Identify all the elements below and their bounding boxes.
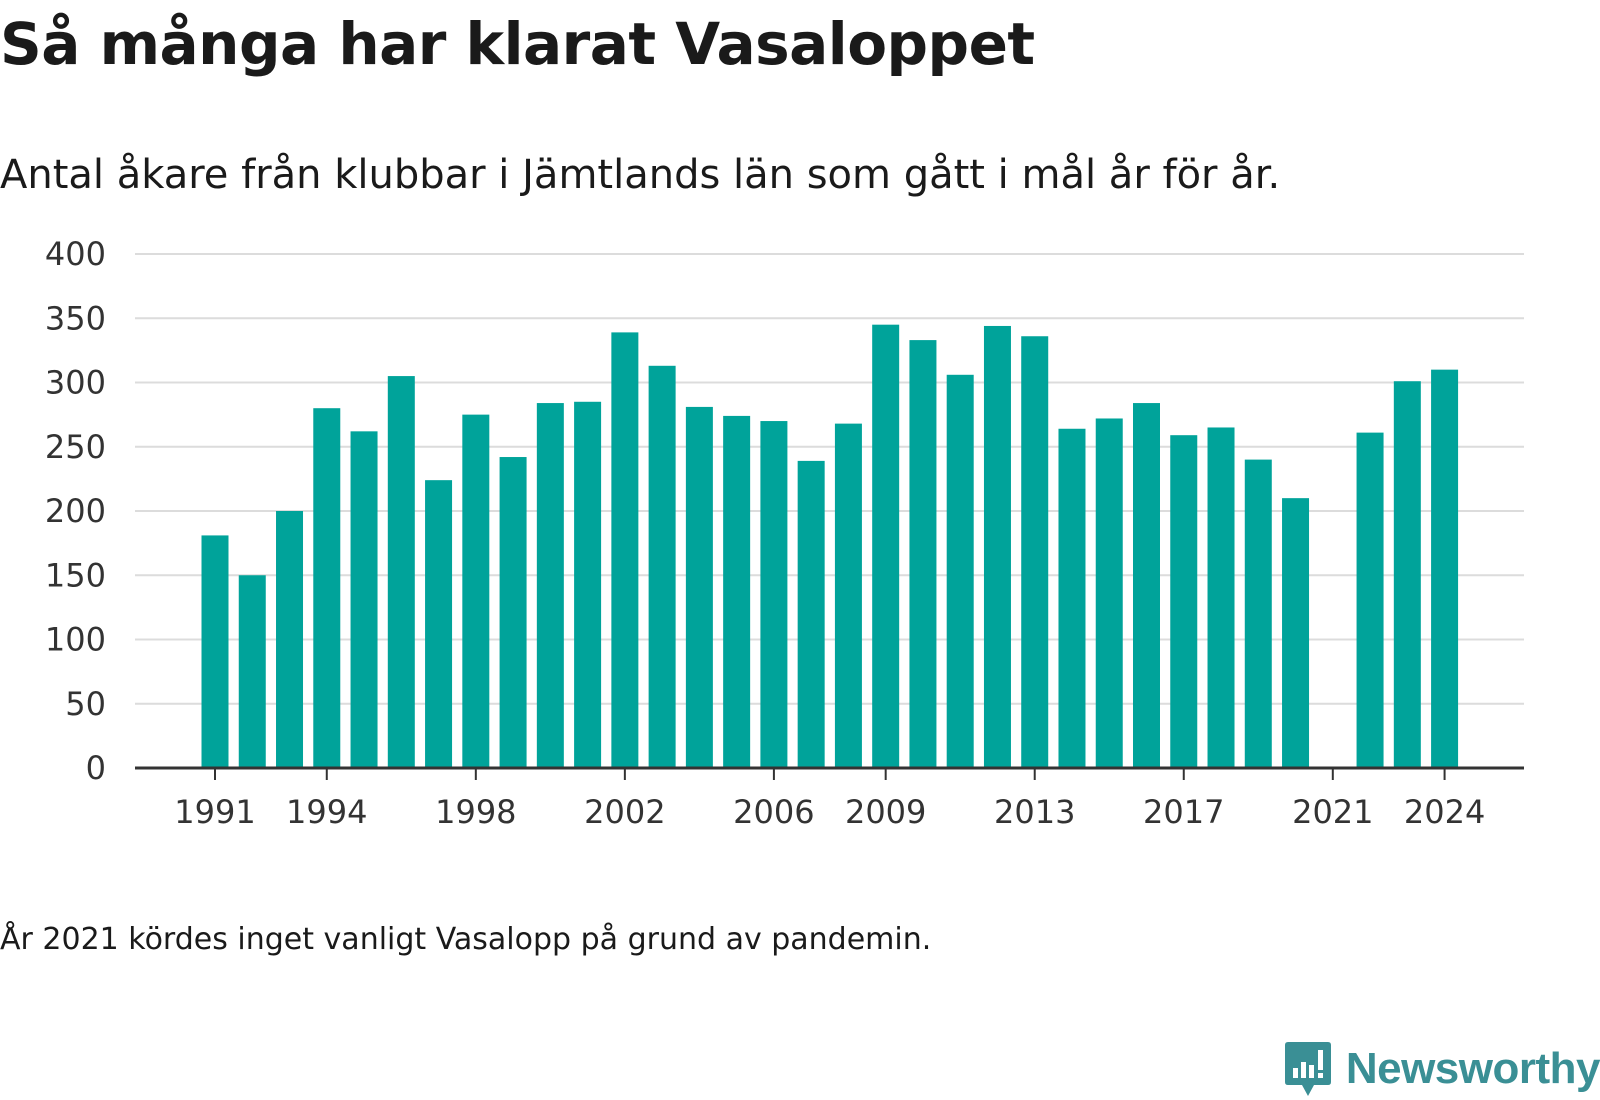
y-tick-label: 50 — [65, 685, 106, 723]
chart-subtitle: Antal åkare från klubbar i Jämtlands län… — [0, 152, 1281, 198]
bar-2018 — [1207, 427, 1235, 768]
bar-2000 — [536, 403, 564, 768]
x-tick-label: 2009 — [845, 793, 926, 831]
bar-2010 — [909, 340, 937, 768]
newsworthy-logo-icon — [1284, 1042, 1331, 1096]
y-tick-label: 0 — [86, 749, 106, 787]
x-tick-label: 2017 — [1143, 793, 1224, 831]
bar-2019 — [1244, 459, 1272, 768]
bar-2022 — [1356, 432, 1384, 768]
bar-2023 — [1393, 381, 1421, 768]
gridlines — [135, 253, 1524, 705]
bars — [201, 324, 1459, 768]
bar-1992 — [238, 575, 266, 768]
bar-2013 — [1021, 336, 1049, 768]
y-tick-label: 150 — [45, 556, 106, 594]
bar-chart: 0 50 100 150 200 250 300 350 400 1991 1994 1998 200… — [45, 235, 1524, 831]
newsworthy-logo: Newsworthy — [1284, 1040, 1600, 1098]
bar-2009 — [872, 324, 900, 768]
bar-2003 — [648, 365, 676, 768]
bar-2008 — [834, 423, 862, 768]
x-tick-label: 2006 — [733, 793, 814, 831]
bar-2017 — [1170, 435, 1198, 768]
bar-2015 — [1095, 418, 1123, 768]
bar-2006 — [760, 421, 788, 768]
x-tick-label: 2024 — [1404, 793, 1485, 831]
y-tick-label: 200 — [45, 492, 106, 530]
bar-2014 — [1058, 428, 1086, 768]
x-tick-label: 1991 — [174, 793, 255, 831]
bar-2001 — [574, 401, 602, 768]
x-tick-label: 2013 — [994, 793, 1075, 831]
x-axis: 1991 1994 1998 2002 2006 2009 2013 2017 2021 2024 — [135, 766, 1524, 831]
bar-2004 — [685, 406, 713, 768]
x-tick-label: 2002 — [584, 793, 665, 831]
bar-1999 — [499, 457, 527, 768]
bar-1998 — [462, 414, 490, 768]
y-tick-label: 350 — [45, 299, 106, 337]
x-tick-label: 2021 — [1292, 793, 1373, 831]
x-tick-label: 1998 — [435, 793, 516, 831]
bar-2011 — [946, 374, 974, 768]
y-tick-label: 300 — [45, 364, 106, 402]
y-axis-labels: 0 50 100 150 200 250 300 350 400 — [45, 235, 106, 787]
bar-2016 — [1133, 403, 1160, 768]
y-tick-label: 400 — [45, 235, 106, 273]
bar-1997 — [425, 480, 453, 768]
bar-2002 — [611, 332, 639, 768]
bar-2007 — [797, 460, 825, 768]
bar-2020 — [1282, 498, 1310, 768]
brand-name: Newsworthy — [1345, 1044, 1600, 1093]
footnote: År 2021 kördes inget vanligt Vasalopp på… — [0, 922, 932, 957]
bar-1993 — [276, 511, 304, 768]
bar-2005 — [723, 415, 751, 768]
chart-title: Så många har klarat Vasaloppet — [0, 10, 1035, 78]
y-tick-label: 250 — [45, 428, 106, 466]
bar-1991 — [201, 535, 229, 768]
bar-1996 — [387, 376, 415, 768]
bar-2024 — [1431, 369, 1459, 768]
y-tick-label: 100 — [45, 621, 106, 659]
x-tick-label: 1994 — [286, 793, 367, 831]
bar-1994 — [313, 408, 341, 768]
bar-1995 — [350, 431, 378, 768]
bar-2012 — [983, 325, 1011, 768]
